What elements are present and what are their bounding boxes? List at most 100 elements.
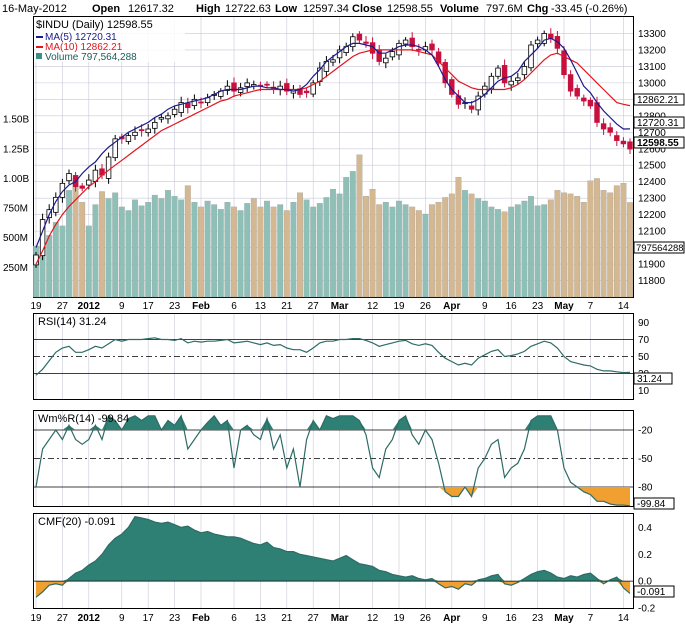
x-tick-label: 19: [30, 301, 42, 312]
volume-bar: [151, 194, 158, 298]
volume-bar: [422, 213, 429, 298]
price-y-tick-label: 12200: [638, 210, 666, 221]
header-open-label: Open: [92, 3, 120, 15]
legend-background: [35, 17, 185, 62]
candle-body: [402, 39, 409, 45]
x-tick-label: 19: [30, 613, 42, 624]
candle-body: [178, 102, 184, 113]
candle-body: [521, 66, 528, 76]
candle-body: [356, 33, 363, 41]
volume-bar: [594, 178, 600, 298]
volume-bar: [270, 206, 277, 298]
volume-bar: [237, 210, 244, 298]
x-tick-label: 17: [143, 613, 155, 624]
volume-bar: [429, 204, 435, 298]
x-tick-label: 21: [281, 613, 293, 624]
williams-marker-text: -99.84: [637, 499, 666, 510]
x-tick-label: 9: [119, 301, 125, 312]
volume-bar: [310, 206, 317, 298]
x-tick-label: 27: [308, 301, 320, 312]
volume-bar: [178, 199, 185, 298]
x-tick-label: Mar: [331, 613, 349, 624]
volume-bar: [118, 206, 125, 298]
candle-body: [132, 131, 138, 136]
x-tick-label: 27: [57, 613, 69, 624]
x-tick-label: 26: [420, 613, 432, 624]
volume-bar: [323, 197, 330, 298]
williams-overbought-fill: [36, 415, 630, 430]
ma10-marker-text: 12862.21: [637, 95, 679, 106]
header-close-label: Close: [352, 3, 382, 15]
volume-bar: [528, 196, 534, 298]
volume-bar: [481, 200, 488, 298]
candlesticks: [33, 28, 633, 268]
volume-bar: [303, 199, 310, 298]
cmf-line: [35, 516, 631, 598]
x-tick-label: 27: [57, 301, 69, 312]
volume-bar: [435, 202, 442, 298]
volume-bar: [224, 202, 231, 298]
candle-body: [350, 36, 356, 48]
candle-body: [303, 90, 310, 94]
volume-bar: [409, 206, 416, 298]
volume-legend-label: Volume 797,564,288: [45, 52, 137, 63]
candle-body: [587, 99, 594, 107]
x-tick-label: 27: [308, 613, 320, 624]
rsi-y-tick-label: 50: [638, 352, 650, 363]
candle-body: [198, 101, 204, 104]
volume-bar: [541, 204, 548, 298]
volume-bar: [415, 210, 422, 298]
indicator-titles: RSI(14) 31.24 Wm%R(14) -99.84 CMF(20) -0…: [38, 316, 129, 528]
indicator-series: [34, 337, 633, 598]
moving-averages: [35, 37, 631, 265]
close-marker-box: [633, 136, 685, 149]
candle-body: [416, 48, 422, 51]
volume-bar: [501, 211, 508, 298]
x-tick-label: 19: [393, 613, 405, 624]
x-tick-label: 26: [420, 301, 432, 312]
candle-body: [59, 182, 66, 198]
x-tick-label: Feb: [192, 613, 210, 624]
candle-body: [508, 80, 514, 86]
cmf-positive-fill: [36, 516, 630, 582]
williams-title: Wm%R(14) -99.84: [38, 413, 129, 425]
volume-bar: [79, 202, 86, 298]
volume-bar: [204, 200, 211, 298]
x-tick-label: Feb: [192, 301, 210, 312]
volume-bar: [514, 204, 521, 298]
volume-bar: [330, 188, 336, 298]
candle-body: [534, 39, 541, 45]
candle-body: [310, 82, 316, 95]
x-tick-label: 6: [231, 301, 237, 312]
x-tick-label: 9: [482, 613, 488, 624]
header-low-value: 12597.34: [303, 3, 349, 15]
header-date: 16-May-2012: [2, 3, 67, 15]
price-y-tick-label: 11900: [638, 260, 666, 271]
candle-body: [171, 108, 178, 115]
x-tick-label: Apr: [443, 613, 460, 624]
volume-bars: [33, 154, 633, 298]
volume-bar: [547, 199, 554, 298]
volume-bar: [442, 197, 449, 298]
candle-body: [330, 59, 336, 63]
volume-y-tick-label: 1.25B: [3, 144, 29, 155]
candle-body: [501, 65, 508, 84]
candle-body: [125, 135, 132, 142]
candle-body: [152, 122, 158, 129]
price-y-tick-label: 13100: [638, 62, 666, 73]
williams-y-tick-label: -50: [638, 454, 653, 465]
header-chg-label: Chg: [527, 3, 548, 15]
volume-bar: [567, 193, 574, 298]
volume-bar: [356, 154, 363, 298]
candle-body: [515, 77, 521, 81]
candle-body: [594, 102, 600, 123]
volume-bar: [145, 202, 152, 298]
volume-bar: [105, 198, 112, 298]
volume-y-tick-label: 750M: [3, 204, 28, 215]
volume-bar: [396, 200, 402, 298]
candle-body: [383, 57, 389, 64]
williams-panel-frame: [33, 410, 634, 507]
candle-body: [79, 185, 85, 189]
price-panel-frame: [33, 16, 634, 298]
candle-body: [614, 135, 620, 141]
